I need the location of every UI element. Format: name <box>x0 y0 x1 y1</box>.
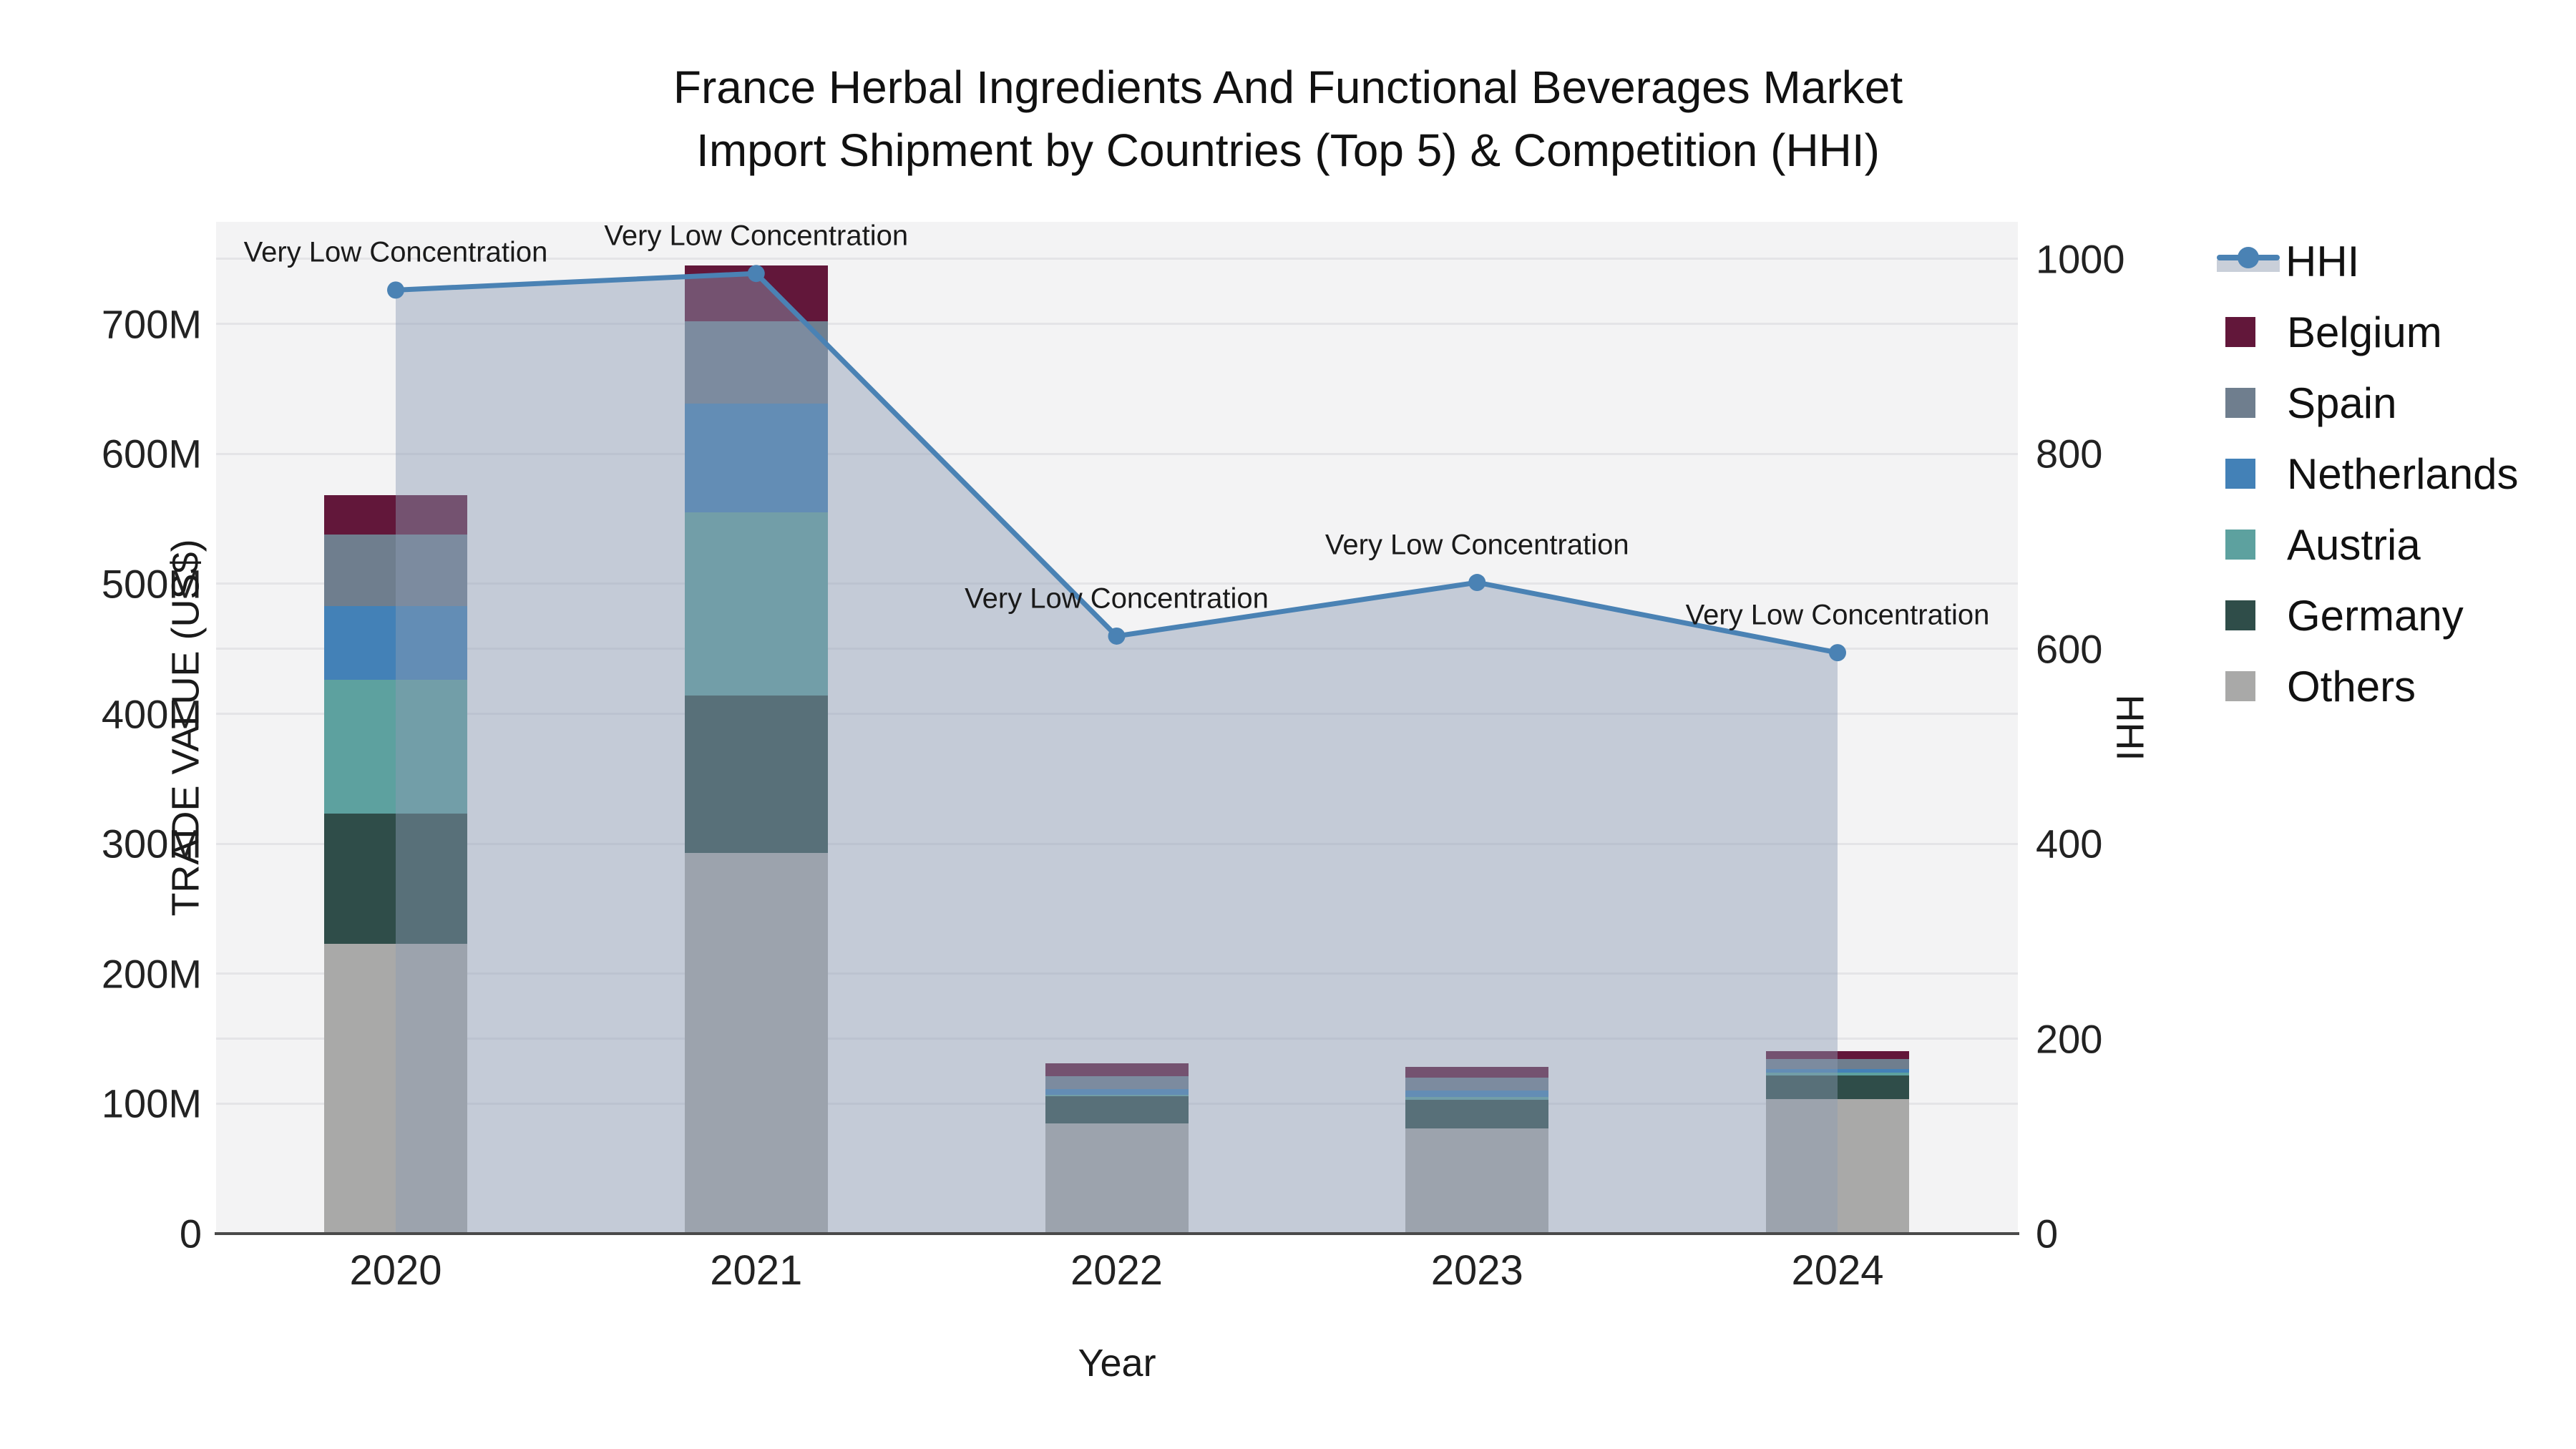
y-left-tick-400M: 400M <box>101 691 202 737</box>
y-right-tick-1000: 1000 <box>2036 236 2125 282</box>
bar-segment-others-2024 <box>1766 1099 1909 1234</box>
y-left-tick-300M: 300M <box>101 821 202 867</box>
legend-item-belgium[interactable]: Belgium <box>2217 307 2442 357</box>
y-right-tick-0: 0 <box>2036 1211 2059 1257</box>
bar-segment-germany-2022 <box>1045 1096 1189 1123</box>
gridline-left-200 <box>216 972 2018 975</box>
x-axis-line <box>215 1232 2019 1235</box>
legend-swatch-austria <box>2225 530 2255 560</box>
bar-segment-austria-2021 <box>684 512 828 696</box>
bar-segment-belgium-2023 <box>1405 1066 1549 1078</box>
bar-segment-belgium-2021 <box>684 265 828 322</box>
legend-label-germany: Germany <box>2287 591 2464 640</box>
bar-segment-netherlands-2022 <box>1045 1088 1189 1095</box>
legend-item-netherlands[interactable]: Netherlands <box>2217 449 2519 499</box>
legend-label-others: Others <box>2287 662 2416 711</box>
legend-label-hhi: HHI <box>2285 237 2360 286</box>
bar-segment-spain-2024 <box>1766 1058 1909 1070</box>
annotation-2022: Very Low Concentration <box>965 582 1269 615</box>
x-tick-2022: 2022 <box>1070 1247 1163 1294</box>
bar-segment-spain-2021 <box>684 321 828 404</box>
annotation-2023: Very Low Concentration <box>1324 529 1629 561</box>
bar-segment-austria-2020 <box>324 680 467 814</box>
y-right-tick-600: 600 <box>2036 626 2103 672</box>
legend-swatch-belgium <box>2225 317 2255 347</box>
gridline-right-1000 <box>216 258 2018 260</box>
bar-segment-germany-2024 <box>1766 1075 1909 1100</box>
y-left-tick-200M: 200M <box>101 951 202 997</box>
bar-segment-spain-2023 <box>1405 1078 1549 1091</box>
bar-segment-belgium-2022 <box>1045 1063 1189 1077</box>
gridline-left-700 <box>216 323 2018 326</box>
bar-segment-austria-2024 <box>1766 1072 1909 1076</box>
y-left-tick-100M: 100M <box>101 1080 202 1126</box>
x-tick-2024: 2024 <box>1791 1247 1884 1294</box>
y-right-tick-800: 800 <box>2036 431 2103 477</box>
bar-segment-austria-2023 <box>1405 1097 1549 1100</box>
bar-segment-germany-2021 <box>684 696 828 853</box>
bar-segment-belgium-2024 <box>1766 1050 1909 1059</box>
bar-segment-belgium-2020 <box>324 495 467 535</box>
y-left-tick-0: 0 <box>179 1211 202 1257</box>
bar-segment-spain-2022 <box>1045 1076 1189 1089</box>
bar-segment-netherlands-2021 <box>684 403 828 513</box>
legend-item-others[interactable]: Others <box>2217 661 2416 711</box>
chart-title-line1: France Herbal Ingredients And Functional… <box>673 62 1903 113</box>
gridline-right-600 <box>216 648 2018 650</box>
bar-segment-austria-2022 <box>1045 1094 1189 1097</box>
bar-segment-others-2020 <box>324 944 467 1234</box>
y-right-tick-200: 200 <box>2036 1016 2103 1062</box>
gridline-right-400 <box>216 842 2018 845</box>
legend-label-austria: Austria <box>2287 520 2421 569</box>
annotation-2020: Very Low Concentration <box>243 236 548 268</box>
x-tick-2023: 2023 <box>1430 1247 1523 1294</box>
bar-segment-netherlands-2020 <box>324 605 467 680</box>
y-right-tick-400: 400 <box>2036 821 2103 867</box>
gridline-right-200 <box>216 1038 2018 1040</box>
bar-segment-netherlands-2023 <box>1405 1091 1549 1098</box>
gridline-left-400 <box>216 713 2018 716</box>
legend-label-spain: Spain <box>2287 379 2397 427</box>
bar-segment-spain-2020 <box>324 534 467 606</box>
chart-title-line2: Import Shipment by Countries (Top 5) & C… <box>696 125 1880 176</box>
chart-title: France Herbal Ingredients And Functional… <box>0 56 2576 182</box>
legend-swatch-netherlands <box>2225 459 2255 489</box>
x-tick-2020: 2020 <box>349 1247 442 1294</box>
legend-swatch-others <box>2225 671 2255 701</box>
legend-swatch-spain <box>2225 388 2255 418</box>
x-axis-title: Year <box>1078 1342 1156 1385</box>
bar-segment-others-2021 <box>684 852 828 1234</box>
annotation-2024: Very Low Concentration <box>1685 599 1990 631</box>
bar-segment-others-2022 <box>1045 1123 1189 1234</box>
legend-label-belgium: Belgium <box>2287 308 2442 356</box>
legend-item-germany[interactable]: Germany <box>2217 590 2464 640</box>
y-axis-left-title: TRADE VALUE (US$) <box>164 539 208 917</box>
legend-label-netherlands: Netherlands <box>2287 449 2519 498</box>
bar-segment-netherlands-2024 <box>1766 1069 1909 1073</box>
hhi-legend-sample-icon <box>2217 245 2280 277</box>
legend-swatch-germany <box>2225 600 2255 630</box>
y-left-tick-600M: 600M <box>101 431 202 477</box>
gridline-right-800 <box>216 452 2018 455</box>
legend-item-hhi[interactable]: HHI <box>2217 236 2359 286</box>
bar-segment-germany-2020 <box>324 814 467 944</box>
y-left-tick-700M: 700M <box>101 301 202 347</box>
x-tick-2021: 2021 <box>710 1247 803 1294</box>
y-axis-right-title: HHI <box>2108 694 2152 761</box>
y-left-tick-500M: 500M <box>101 561 202 607</box>
bar-segment-germany-2023 <box>1405 1099 1549 1128</box>
legend-item-austria[interactable]: Austria <box>2217 519 2421 570</box>
legend-item-spain[interactable]: Spain <box>2217 378 2396 428</box>
hhi-legend-marker <box>2238 247 2259 268</box>
bar-segment-others-2023 <box>1405 1128 1549 1234</box>
annotation-2021: Very Low Concentration <box>604 220 909 252</box>
